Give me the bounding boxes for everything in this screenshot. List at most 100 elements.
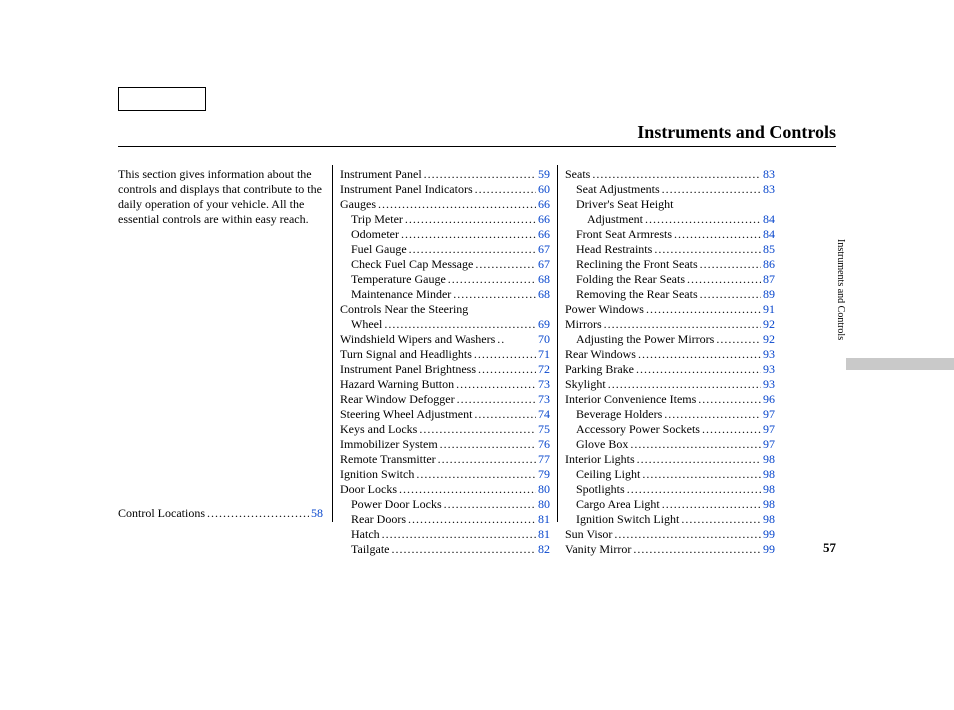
- toc-dots: ........................................…: [630, 437, 761, 452]
- toc-label: Rear Windows: [565, 347, 636, 362]
- toc-entry[interactable]: Wheel...................................…: [340, 317, 550, 332]
- toc-entry[interactable]: Head Restraints.........................…: [565, 242, 775, 257]
- toc-entry[interactable]: Interior Convenience Items..............…: [565, 392, 775, 407]
- toc-entry[interactable]: Skylight................................…: [565, 377, 775, 392]
- toc-entry[interactable]: Rear Windows............................…: [565, 347, 775, 362]
- toc-entry[interactable]: Steering Wheel Adjustment...............…: [340, 407, 550, 422]
- toc-entry[interactable]: Odometer................................…: [340, 227, 550, 242]
- toc-entry[interactable]: Turn Signal and Headlights..............…: [340, 347, 550, 362]
- toc-page: 87: [763, 272, 775, 287]
- toc-dots: ........................................…: [405, 212, 536, 227]
- toc-entry[interactable]: Trip Meter..............................…: [340, 212, 550, 227]
- toc-entry[interactable]: Glove Box...............................…: [565, 437, 775, 452]
- toc-page: 80: [538, 482, 550, 497]
- toc-label: Ignition Switch Light: [576, 512, 679, 527]
- toc-entry[interactable]: Reclining the Front Seats...............…: [565, 257, 775, 272]
- toc-entry[interactable]: Door Locks..............................…: [340, 482, 550, 497]
- toc-dots: ........................................…: [457, 392, 536, 407]
- toc-entry[interactable]: Accessory Power Sockets.................…: [565, 422, 775, 437]
- toc-entry[interactable]: Cargo Area Light........................…: [565, 497, 775, 512]
- toc-label: Immobilizer System: [340, 437, 438, 452]
- toc-col1: Control Locations ......................…: [118, 506, 323, 521]
- toc-entry[interactable]: Tailgate................................…: [340, 542, 550, 557]
- toc-label: Seat Adjustments: [576, 182, 660, 197]
- toc-entry: Driver's Seat Height: [565, 197, 775, 212]
- toc-entry[interactable]: Adjustment..............................…: [565, 212, 775, 227]
- toc-entry[interactable]: Seats...................................…: [565, 167, 775, 182]
- toc-page: 75: [538, 422, 550, 437]
- toc-label: Front Seat Armrests: [576, 227, 672, 242]
- toc-entry: Controls Near the Steering: [340, 302, 550, 317]
- toc-label: Tailgate: [351, 542, 389, 557]
- toc-page: 76: [538, 437, 550, 452]
- toc-page: 96: [763, 392, 775, 407]
- toc-entry[interactable]: Temperature Gauge.......................…: [340, 272, 550, 287]
- toc-entry[interactable]: Hatch...................................…: [340, 527, 550, 542]
- toc-entry[interactable]: Maintenance Minder......................…: [340, 287, 550, 302]
- toc-page: 98: [763, 482, 775, 497]
- toc-label: Hatch: [351, 527, 380, 542]
- toc-entry[interactable]: Immobilizer System......................…: [340, 437, 550, 452]
- toc-entry[interactable]: Front Seat Armrests.....................…: [565, 227, 775, 242]
- toc-entry[interactable]: Parking Brake...........................…: [565, 362, 775, 377]
- toc-dots: ........................................…: [638, 347, 761, 362]
- toc-entry[interactable]: Fuel Gauge..............................…: [340, 242, 550, 257]
- toc-label: Windshield Wipers and Washers: [340, 332, 495, 347]
- toc-entry[interactable]: Vanity Mirror...........................…: [565, 542, 775, 557]
- toc-entry[interactable]: Rear Window Defogger....................…: [340, 392, 550, 407]
- toc-page: 60: [538, 182, 550, 197]
- toc-dots: ........................................…: [207, 506, 309, 521]
- toc-entry[interactable]: Ignition Switch.........................…: [340, 467, 550, 482]
- toc-entry[interactable]: Check Fuel Cap Message..................…: [340, 257, 550, 272]
- toc-label: Keys and Locks: [340, 422, 417, 437]
- toc-entry[interactable]: Adjusting the Power Mirrors.............…: [565, 332, 775, 347]
- toc-entry[interactable]: Ignition Switch Light...................…: [565, 512, 775, 527]
- toc-page: 82: [538, 542, 550, 557]
- toc-entry[interactable]: Seat Adjustments........................…: [565, 182, 775, 197]
- toc-dots: ........................................…: [654, 242, 761, 257]
- toc-entry[interactable]: Ceiling Light...........................…: [565, 467, 775, 482]
- toc-page: 98: [763, 512, 775, 527]
- toc-page: 79: [538, 467, 550, 482]
- toc-entry[interactable]: Gauges..................................…: [340, 197, 550, 212]
- toc-label: Gauges: [340, 197, 376, 212]
- toc-entry[interactable]: Sun Visor...............................…: [565, 527, 775, 542]
- toc-label: Vanity Mirror: [565, 542, 631, 557]
- toc-entry[interactable]: Windshield Wipers and Washers .. 70: [340, 332, 550, 347]
- toc-entry[interactable]: Instrument Panel........................…: [340, 167, 550, 182]
- toc-entry[interactable]: Removing the Rear Seats.................…: [565, 287, 775, 302]
- toc-entry[interactable]: Rear Doors..............................…: [340, 512, 550, 527]
- toc-label: Head Restraints: [576, 242, 652, 257]
- toc-entry[interactable]: Interior Lights.........................…: [565, 452, 775, 467]
- page-title: Instruments and Controls: [637, 122, 836, 143]
- toc-entry[interactable]: Hazard Warning Button...................…: [340, 377, 550, 392]
- toc-dots: ........................................…: [475, 257, 536, 272]
- toc-entry[interactable]: Spotlights..............................…: [565, 482, 775, 497]
- toc-dots: ........................................…: [716, 332, 761, 347]
- toc-page: 58: [311, 506, 323, 521]
- toc-dots: ........................................…: [592, 167, 761, 182]
- toc-entry[interactable]: Instrument Panel Indicators.............…: [340, 182, 550, 197]
- toc-entry[interactable]: Folding the Rear Seats..................…: [565, 272, 775, 287]
- toc-dots: ..: [497, 332, 536, 347]
- toc-label: Rear Doors: [351, 512, 406, 527]
- toc-page: 74: [538, 407, 550, 422]
- toc-page: 93: [763, 362, 775, 377]
- toc-label: Driver's Seat Height: [576, 197, 673, 212]
- toc-page: 98: [763, 497, 775, 512]
- toc-entry[interactable]: Instrument Panel Brightness.............…: [340, 362, 550, 377]
- toc-label: Turn Signal and Headlights: [340, 347, 472, 362]
- toc-entry[interactable]: Power Windows...........................…: [565, 302, 775, 317]
- toc-page: 77: [538, 452, 550, 467]
- toc-label: Controls Near the Steering: [340, 302, 468, 317]
- toc-entry[interactable]: Power Door Locks........................…: [340, 497, 550, 512]
- toc-entry[interactable]: Remote Transmitter......................…: [340, 452, 550, 467]
- page-number: 57: [823, 540, 836, 556]
- toc-page: 99: [763, 542, 775, 557]
- toc-entry[interactable]: Control Locations ......................…: [118, 506, 323, 521]
- toc-label: Glove Box: [576, 437, 628, 452]
- toc-page: 97: [763, 407, 775, 422]
- toc-entry[interactable]: Mirrors.................................…: [565, 317, 775, 332]
- toc-entry[interactable]: Keys and Locks..........................…: [340, 422, 550, 437]
- toc-entry[interactable]: Beverage Holders........................…: [565, 407, 775, 422]
